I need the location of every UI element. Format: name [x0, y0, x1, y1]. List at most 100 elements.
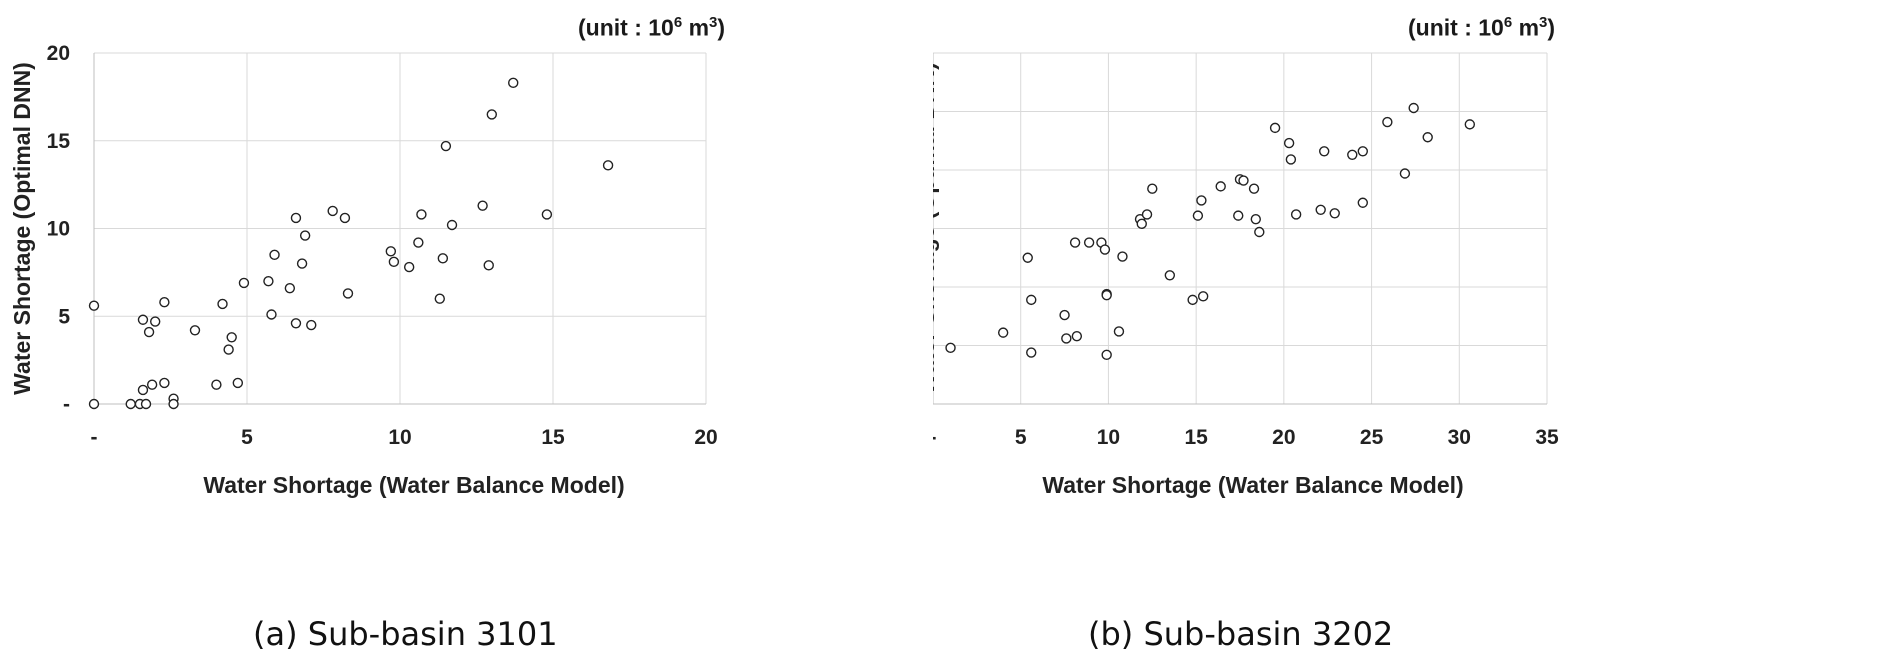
data-point: [1059, 309, 1070, 321]
data-point: [1254, 226, 1265, 238]
data-point: [211, 379, 222, 390]
data-point: [483, 260, 494, 271]
data-point: [223, 344, 234, 355]
data-point: [149, 316, 161, 327]
caption-b: (b) Sub-basin 3202: [1088, 615, 1394, 653]
data-point: [477, 200, 488, 211]
x-tick-label: 25: [1360, 426, 1384, 449]
data-point: [238, 277, 250, 289]
data-point: [446, 219, 458, 231]
x-tick-label: 30: [1448, 426, 1471, 449]
data-point: [137, 384, 149, 396]
data-point: [1113, 326, 1125, 337]
data-point: [159, 377, 170, 389]
x-tick-label: 15: [541, 426, 565, 449]
data-point: [1192, 210, 1204, 221]
data-point: [290, 212, 302, 224]
data-point: [306, 319, 317, 331]
x-tick-label: 35: [1535, 426, 1559, 449]
data-point: [299, 230, 311, 241]
data-point: [1357, 197, 1368, 208]
x-tick-label: 20: [694, 426, 717, 449]
data-point: [1164, 270, 1176, 281]
data-point: [217, 298, 228, 310]
data-point: [1382, 116, 1393, 128]
data-point: [1101, 289, 1112, 301]
data-point: [1215, 181, 1226, 192]
data-point: [1022, 252, 1033, 263]
scatter-chart-a: - 5 10 15 20 - 5 10 15 20 Water Shortage (Water Ba…: [9, 42, 718, 498]
x-tick-label: -: [933, 426, 937, 449]
data-point: [1290, 209, 1302, 220]
data-point: [140, 398, 152, 410]
data-point: [159, 297, 170, 308]
data-point: [437, 253, 449, 264]
data-point: [1101, 349, 1112, 361]
data-point: [1026, 294, 1037, 306]
x-tick-label: 10: [1097, 426, 1120, 449]
data-point: [290, 318, 302, 329]
data-point: [541, 209, 553, 220]
data-point: [1069, 237, 1081, 248]
unit-note-b: (unit : 106 m3): [1408, 14, 1556, 41]
y-axis-title: Water Shortage (Optimal DNN): [933, 62, 939, 395]
data-point: [486, 109, 497, 120]
data-point: [327, 205, 338, 217]
data-point: [296, 258, 308, 269]
data-point: [125, 398, 136, 410]
y-tick-label: 5: [58, 305, 70, 328]
data-point: [263, 275, 274, 287]
data-point: [434, 293, 445, 304]
x-tick-label: 10: [388, 426, 411, 449]
data-point: [416, 209, 427, 220]
data-point: [1283, 137, 1295, 149]
data-point: [1408, 102, 1419, 114]
data-point: [232, 377, 244, 389]
data-point: [1196, 195, 1207, 206]
y-tick-label: 20: [47, 42, 70, 65]
caption-a: (a) Sub-basin 3101: [253, 615, 558, 653]
data-point: [88, 398, 100, 410]
x-tick-label: 5: [1015, 426, 1027, 449]
data-point: [385, 246, 397, 257]
data-point: [1233, 210, 1244, 221]
data-point: [189, 325, 201, 336]
data-point: [1136, 218, 1147, 230]
data-point: [1319, 146, 1330, 157]
x-tick-label: 15: [1184, 426, 1208, 449]
data-point: [284, 282, 296, 294]
data-point: [1329, 208, 1340, 219]
data-point: [602, 160, 614, 171]
x-axis-title: Water Shortage (Water Balance Model): [203, 472, 624, 498]
data-point: [342, 288, 354, 299]
data-point: [1197, 291, 1209, 302]
data-point: [146, 379, 158, 390]
data-point: [143, 326, 155, 338]
data-point: [1147, 183, 1158, 194]
data-point: [1099, 244, 1111, 255]
data-point: [1026, 347, 1037, 358]
data-point: [1248, 183, 1260, 194]
x-tick-label: 20: [1272, 426, 1295, 449]
data-point: [1141, 209, 1153, 220]
data-point: [226, 332, 237, 343]
data-point: [137, 314, 149, 325]
data-point: [945, 342, 956, 354]
x-tick-label: 5: [241, 426, 253, 449]
data-point: [1269, 122, 1281, 134]
data-point: [1464, 119, 1476, 130]
data-point: [413, 237, 424, 248]
data-point: [1083, 237, 1095, 248]
x-axis-title: Water Shortage (Water Balance Model): [1042, 472, 1463, 498]
data-point: [266, 309, 277, 320]
y-axis-title: Water Shortage (Optimal DNN): [9, 62, 35, 395]
data-point: [1315, 204, 1326, 215]
data-point: [1347, 149, 1358, 160]
data-point: [1422, 132, 1433, 143]
data-point: [403, 261, 415, 273]
x-tick-label: -: [91, 426, 98, 449]
data-point: [1187, 294, 1198, 306]
data-point: [1399, 168, 1411, 179]
data-point: [1071, 330, 1083, 342]
